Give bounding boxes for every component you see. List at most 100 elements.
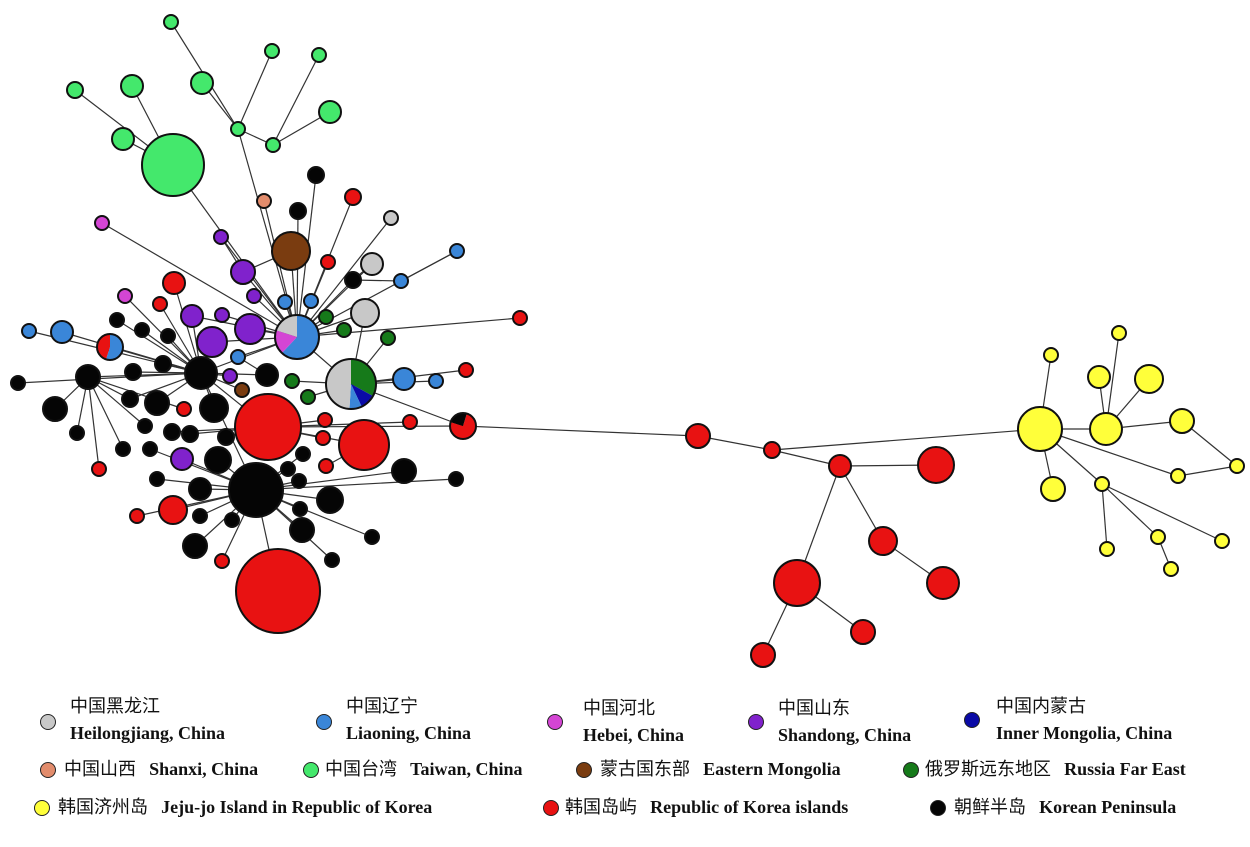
haplotype-node bbox=[1017, 406, 1063, 452]
haplotype-node bbox=[265, 137, 281, 153]
haplotype-node bbox=[1087, 365, 1111, 389]
legend-label-zh: 中国台湾 bbox=[325, 759, 397, 780]
haplotype-node bbox=[152, 296, 168, 312]
haplotype-node bbox=[222, 368, 238, 384]
haplotype-node bbox=[763, 441, 781, 459]
haplotype-node bbox=[160, 328, 176, 344]
haplotype-node bbox=[182, 533, 208, 559]
pie-slice bbox=[450, 413, 476, 440]
legend-item-shandong: 中国山东 Shandong, China bbox=[748, 696, 911, 748]
haplotype-node bbox=[1040, 476, 1066, 502]
network-edge bbox=[1039, 428, 1179, 477]
haplotype-node bbox=[1043, 347, 1059, 363]
pie-outline bbox=[449, 412, 477, 440]
haplotype-node bbox=[137, 418, 153, 434]
haplotype-node-pie bbox=[325, 358, 377, 410]
haplotype-node bbox=[685, 423, 711, 449]
network-edge bbox=[255, 478, 457, 491]
haplotype-node bbox=[512, 310, 528, 326]
legend-dot-icon bbox=[303, 761, 319, 778]
haplotype-node bbox=[338, 419, 390, 471]
network-edge bbox=[296, 317, 521, 338]
legend-dot-icon bbox=[40, 761, 56, 778]
haplotype-node bbox=[134, 322, 150, 338]
legend-label-en: Shandong, China bbox=[778, 725, 912, 745]
haplotype-node bbox=[291, 473, 307, 489]
legend-item-shanxi: 中国山西 Shanxi, China bbox=[40, 756, 258, 783]
haplotype-node bbox=[289, 202, 307, 220]
legend-dot-icon bbox=[40, 714, 56, 730]
haplotype-node bbox=[170, 447, 194, 471]
legend-dot-icon bbox=[748, 714, 764, 730]
legend-label-zh: 韩国济州岛 bbox=[58, 797, 148, 818]
haplotype-node bbox=[21, 323, 37, 339]
haplotype-node bbox=[449, 243, 465, 259]
haplotype-node bbox=[1134, 364, 1164, 394]
haplotype-node bbox=[184, 356, 218, 390]
haplotype-node bbox=[392, 367, 416, 391]
legend-dot-icon bbox=[930, 799, 946, 816]
legend-item-korea-islands: 韩国岛屿 Republic of Korea islands bbox=[543, 794, 848, 821]
haplotype-node bbox=[224, 512, 240, 528]
haplotype-node-pie bbox=[274, 314, 320, 360]
haplotype-node bbox=[360, 252, 384, 276]
network-edge bbox=[1101, 483, 1223, 542]
haplotype-node bbox=[289, 517, 315, 543]
haplotype-node bbox=[181, 425, 199, 443]
legend-dot-icon bbox=[547, 714, 563, 730]
legend-item-russia-far-east: 俄罗斯远东地区 Russia Far East bbox=[903, 756, 1186, 783]
haplotype-node bbox=[324, 552, 340, 568]
legend-item-hebei: 中国河北 Hebei, China bbox=[547, 696, 684, 748]
haplotype-node bbox=[1099, 541, 1115, 557]
haplotype-node bbox=[917, 446, 955, 484]
haplotype-node bbox=[120, 74, 144, 98]
haplotype-node bbox=[1169, 408, 1195, 434]
haplotype-node bbox=[94, 215, 110, 231]
network-edge bbox=[1177, 465, 1238, 477]
network-edge bbox=[1101, 483, 1159, 538]
network-edge bbox=[400, 250, 458, 282]
legend-dot-icon bbox=[964, 712, 980, 728]
haplotype-node-pie bbox=[449, 412, 477, 440]
haplotype-node bbox=[91, 461, 107, 477]
legend-label-en: Russia Far East bbox=[1064, 759, 1186, 779]
haplotype-node bbox=[344, 271, 362, 289]
haplotype-node bbox=[271, 231, 311, 271]
haplotype-node bbox=[264, 43, 280, 59]
legend-label-en: Korean Peninsula bbox=[1039, 797, 1177, 817]
network-edge bbox=[87, 376, 100, 470]
pie-slice bbox=[325, 359, 351, 409]
haplotype-node bbox=[300, 389, 316, 405]
pie-slice bbox=[96, 334, 110, 360]
haplotype-node bbox=[234, 313, 266, 345]
network-edge bbox=[771, 428, 1041, 451]
network-edge bbox=[263, 200, 298, 338]
pie-slice bbox=[349, 384, 362, 409]
haplotype-node bbox=[828, 454, 852, 478]
haplotype-node bbox=[318, 458, 334, 474]
haplotype-node bbox=[230, 349, 246, 365]
haplotype-node bbox=[230, 121, 246, 137]
haplotype-node bbox=[117, 288, 133, 304]
haplotype-node bbox=[277, 294, 293, 310]
haplotype-node bbox=[176, 401, 192, 417]
legend-label-zh: 朝鲜半岛 bbox=[954, 797, 1026, 818]
haplotype-node bbox=[69, 425, 85, 441]
haplotype-node bbox=[458, 362, 474, 378]
legend-label-zh: 俄罗斯远东地区 bbox=[925, 759, 1051, 780]
legend-label-en: Republic of Korea islands bbox=[650, 797, 849, 817]
haplotype-node bbox=[307, 166, 325, 184]
haplotype-node bbox=[344, 188, 362, 206]
legend-item-eastern-mongolia: 蒙古国东部 Eastern Mongolia bbox=[576, 756, 841, 783]
haplotype-node bbox=[393, 273, 409, 289]
pie-slice bbox=[105, 334, 123, 360]
haplotype-node bbox=[234, 393, 302, 461]
haplotype-node bbox=[750, 642, 776, 668]
haplotype-node bbox=[383, 210, 399, 226]
legend-item-jeju: 韩国济州岛 Jeju-jo Island in Republic of Kore… bbox=[34, 794, 432, 821]
haplotype-node bbox=[124, 363, 142, 381]
network-edge bbox=[101, 222, 298, 338]
haplotype-node bbox=[162, 271, 186, 295]
haplotype-node bbox=[109, 312, 125, 328]
legend-label-en: Jeju-jo Island in Republic of Korea bbox=[161, 797, 433, 817]
